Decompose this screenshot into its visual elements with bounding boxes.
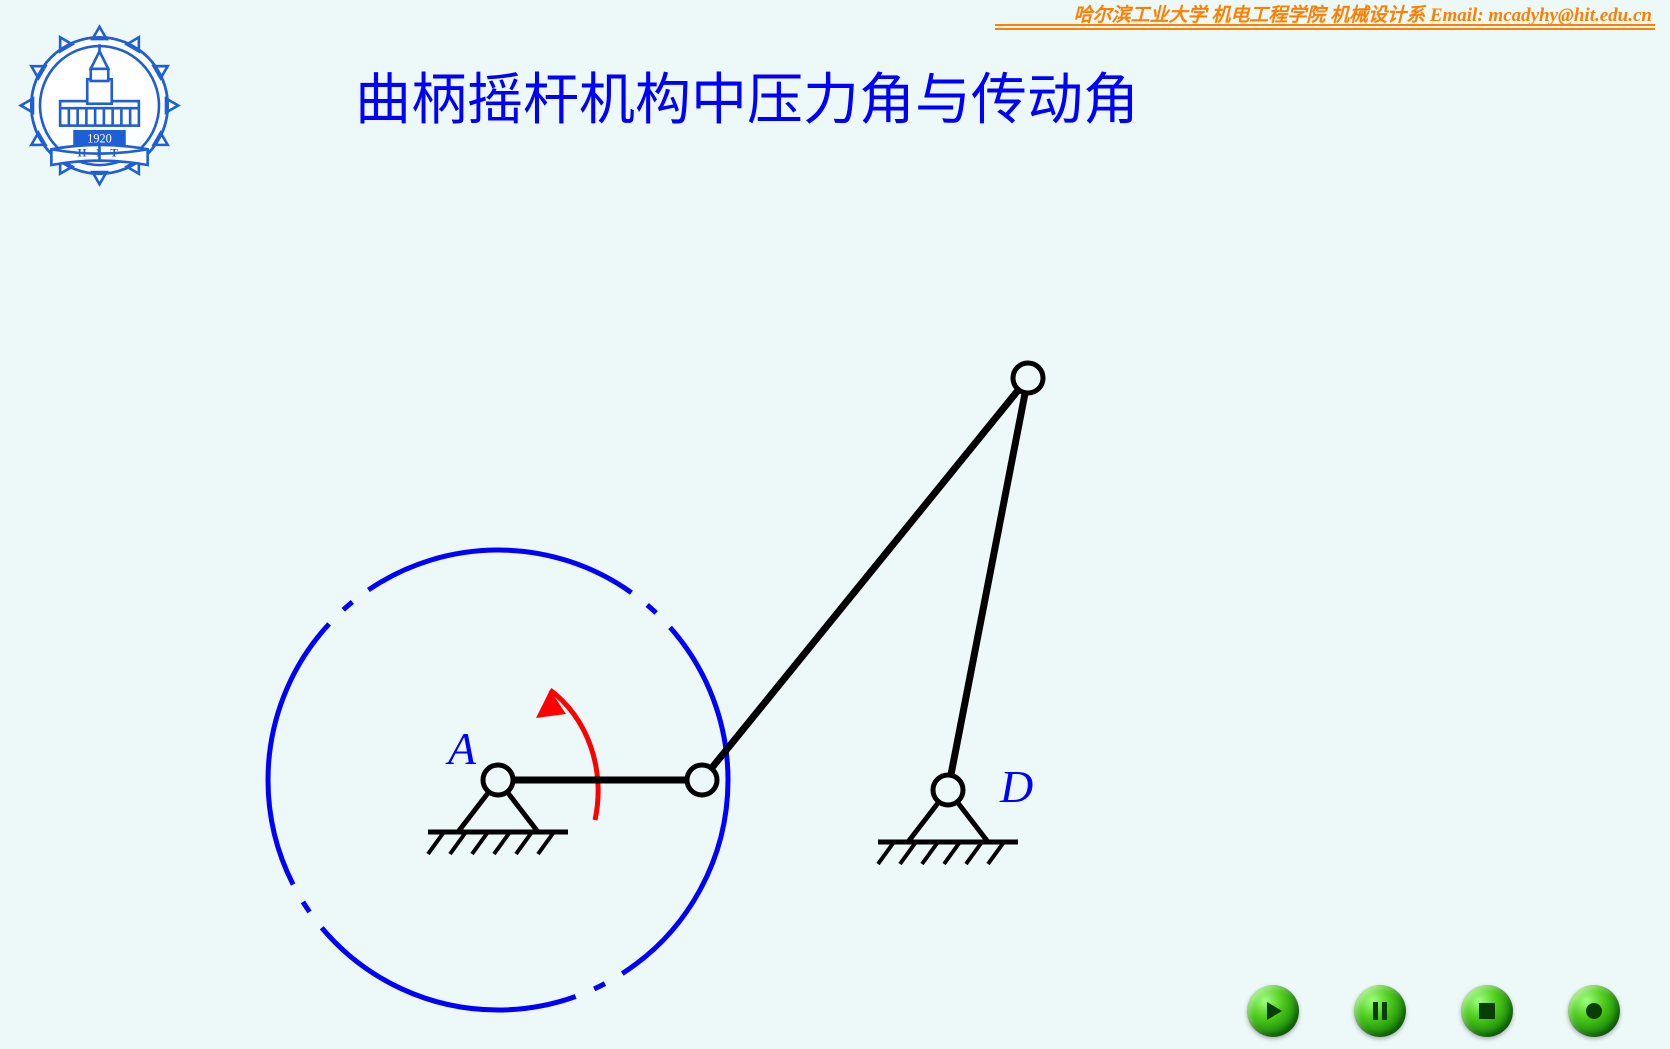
link-CD [948, 378, 1028, 790]
playback-controls [1247, 985, 1620, 1037]
label-D: D [1000, 760, 1033, 813]
link-BC [702, 378, 1028, 780]
stop-icon [1475, 999, 1499, 1023]
play-icon [1261, 999, 1285, 1023]
stop-button[interactable] [1461, 985, 1513, 1037]
pause-icon [1368, 999, 1392, 1023]
mechanism-links [498, 378, 1028, 790]
joint-D [933, 775, 963, 805]
joint-A [483, 765, 513, 795]
rotation-arrow-icon [536, 690, 598, 820]
play-button[interactable] [1247, 985, 1299, 1037]
label-A: A [448, 722, 476, 775]
mechanism-diagram [0, 0, 1670, 1049]
record-icon [1582, 999, 1606, 1023]
record-button[interactable] [1568, 985, 1620, 1037]
joint-B [687, 765, 717, 795]
joint-C [1013, 363, 1043, 393]
pause-button[interactable] [1354, 985, 1406, 1037]
